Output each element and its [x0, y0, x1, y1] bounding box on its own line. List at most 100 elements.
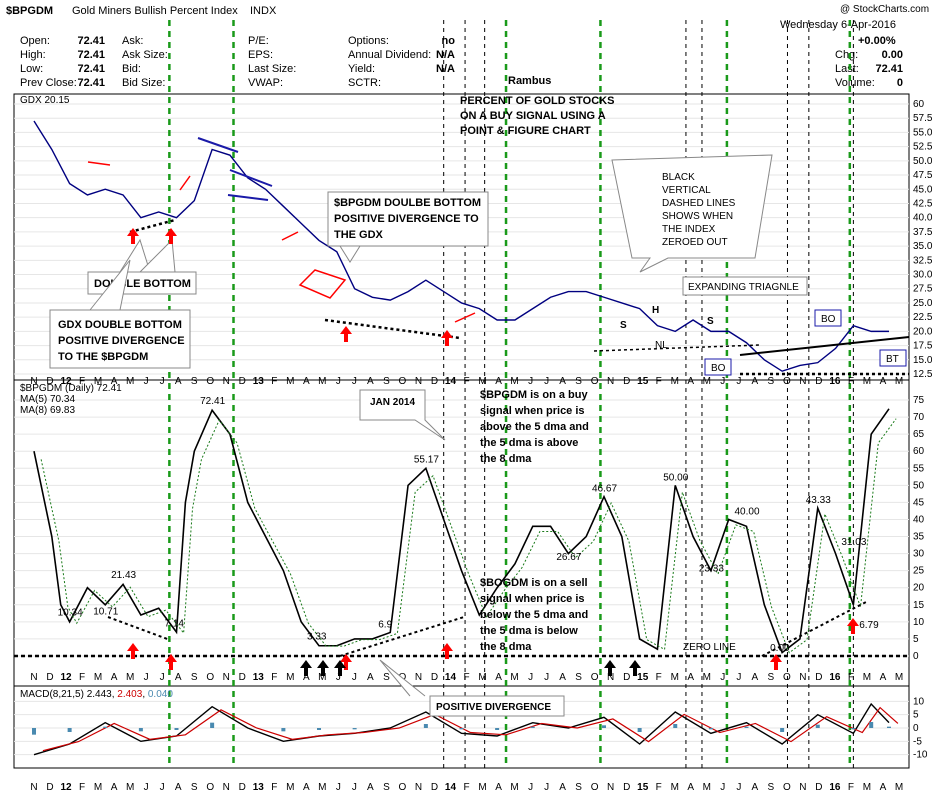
histogram-bar: [637, 728, 642, 732]
y-tick-label: 20.0: [913, 326, 933, 337]
data-label: 50.00: [663, 472, 688, 483]
x-tick-label: A: [880, 672, 887, 683]
x-tick-label: M: [478, 672, 486, 683]
right-label: Chg:: [835, 49, 858, 61]
x-tick-label: J: [544, 672, 549, 683]
buy-arrow: [340, 654, 352, 670]
x-tick-label: A: [751, 782, 758, 790]
x-tick-label: D: [623, 672, 630, 683]
macd-legend-v1: 2.443: [87, 689, 112, 700]
y-tick-label: 22.5: [913, 312, 933, 323]
x-tick-label: N: [799, 782, 806, 790]
x-tick-label: A: [111, 672, 118, 683]
y-tick-label: 35: [913, 532, 925, 543]
histogram-bar: [708, 728, 713, 730]
y-tick-label: 15: [913, 600, 925, 611]
divergence-line: [339, 616, 465, 657]
x-tick-label: S: [383, 782, 390, 790]
y-tick-label: 27.5: [913, 284, 933, 295]
callout-text: THE INDEX: [662, 224, 716, 235]
data-label: 40.00: [735, 506, 760, 517]
y-tick-label: 15.0: [913, 355, 933, 366]
quote-value: 72.41: [77, 49, 105, 61]
x-tick-label: D: [239, 672, 246, 683]
channel-line: [197, 137, 239, 153]
x-tick-label: S: [575, 376, 582, 387]
bpgdm-panel: [13, 379, 910, 687]
x-tick-label: A: [687, 672, 694, 683]
x-tick-label: F: [271, 376, 277, 387]
red-flag: [281, 231, 299, 241]
x-tick-label: A: [111, 376, 118, 387]
right-label: Volume:: [835, 77, 875, 89]
buy-line: above the 5 dma and: [480, 421, 589, 433]
zero-arrow: [604, 660, 616, 676]
x-tick-label: N: [30, 376, 37, 387]
sell-line: $BOGDM is on a sell: [480, 577, 588, 589]
x-tick-label: J: [144, 672, 149, 683]
x-tick-label: N: [607, 376, 614, 387]
opts-value: no: [442, 35, 456, 47]
x-tick-label: M: [318, 376, 326, 387]
x-tick-label: J: [720, 376, 725, 387]
red-box: [298, 269, 347, 299]
data-label: 7.14: [165, 619, 185, 630]
callout-box: [49, 309, 191, 369]
bo-badge: BO: [814, 309, 842, 327]
y-tick-label: 47.5: [913, 170, 933, 181]
x-tick-label: M: [671, 376, 679, 387]
callout-text: POSITIVE DIVERGENCE: [436, 702, 551, 713]
bt-badge: BT: [879, 349, 907, 367]
x-tick-label: D: [431, 376, 438, 387]
symbol: $BPGDM: [6, 5, 53, 17]
x-tick-label: N: [415, 672, 422, 683]
callout-bubble: [611, 154, 773, 273]
callout-double-bottom: DOUBLE BOTTOM: [87, 238, 197, 295]
fund-label: VWAP:: [248, 77, 283, 89]
x-tick-label: J: [544, 376, 549, 387]
x-tick-label: D: [815, 672, 822, 683]
x-tick-label: A: [559, 672, 566, 683]
x-tick-label: M: [895, 782, 903, 790]
data-label: 21.43: [111, 570, 136, 581]
x-tick-label: M: [895, 376, 903, 387]
vertical-guide-lines: [168, 20, 854, 768]
x-tick-label: 15: [637, 782, 649, 790]
x-tick-label: M: [510, 672, 518, 683]
badge-box: [704, 358, 732, 376]
badge-box: [879, 349, 907, 367]
data-label: 26.67: [556, 552, 581, 563]
x-tick-label: M: [863, 782, 871, 790]
fund-label: EPS:: [248, 49, 273, 61]
x-tick-label: J: [160, 672, 165, 683]
x-tick-label: D: [815, 376, 822, 387]
change-pct: +0.00%: [858, 35, 896, 47]
x-tick-label: 13: [253, 672, 265, 683]
x-tick-label: 13: [253, 376, 265, 387]
x-tick-label: 13: [253, 782, 265, 790]
buy-arrow: [165, 228, 177, 244]
x-tick-label: S: [383, 376, 390, 387]
y-tick-label: 25: [913, 566, 925, 577]
x-tick-label: O: [783, 672, 791, 683]
x-tick-label: M: [478, 782, 486, 790]
buy-arrow: [340, 326, 352, 342]
x-tick-label: N: [30, 782, 37, 790]
x-tick-label: 12: [60, 782, 72, 790]
right-value: 72.41: [875, 63, 903, 75]
x-tick-label: S: [768, 782, 775, 790]
y-tick-label: 75: [913, 395, 925, 406]
data-label: 31.03: [841, 537, 866, 548]
quote-label: Open:: [20, 35, 50, 47]
gdx-legend: GDX 20.15: [20, 95, 70, 106]
index-name: Gold Miners Bullish Percent Index: [72, 5, 238, 17]
macd-legend-prefix: MACD(8,21,5): [20, 689, 84, 700]
x-tick-label: 12: [60, 672, 72, 683]
x-tick-label: N: [415, 782, 422, 790]
y-tick-label: 12.5: [913, 369, 933, 380]
histogram-bar: [103, 726, 108, 728]
x-tick-label: F: [848, 376, 854, 387]
y-tick-label: -5: [913, 736, 922, 747]
quote-value: 72.41: [77, 77, 105, 89]
histogram-bar: [138, 728, 143, 732]
